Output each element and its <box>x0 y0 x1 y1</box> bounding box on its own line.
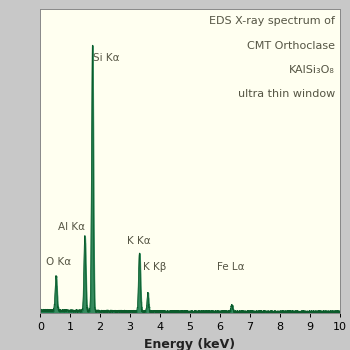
Text: ultra thin window: ultra thin window <box>238 90 335 99</box>
Text: EDS X-ray spectrum of: EDS X-ray spectrum of <box>209 16 335 26</box>
Text: O Kα: O Kα <box>46 257 71 267</box>
Text: KAlSi₃O₈: KAlSi₃O₈ <box>289 65 335 75</box>
X-axis label: Energy (keV): Energy (keV) <box>144 338 236 350</box>
Text: Al Kα: Al Kα <box>58 223 85 232</box>
Text: K Kα: K Kα <box>127 236 150 246</box>
Text: Si Kα: Si Kα <box>93 53 119 63</box>
Text: K Kβ: K Kβ <box>142 262 166 272</box>
Text: CMT Orthoclase: CMT Orthoclase <box>247 41 335 51</box>
Text: Fe Lα: Fe Lα <box>217 262 244 272</box>
